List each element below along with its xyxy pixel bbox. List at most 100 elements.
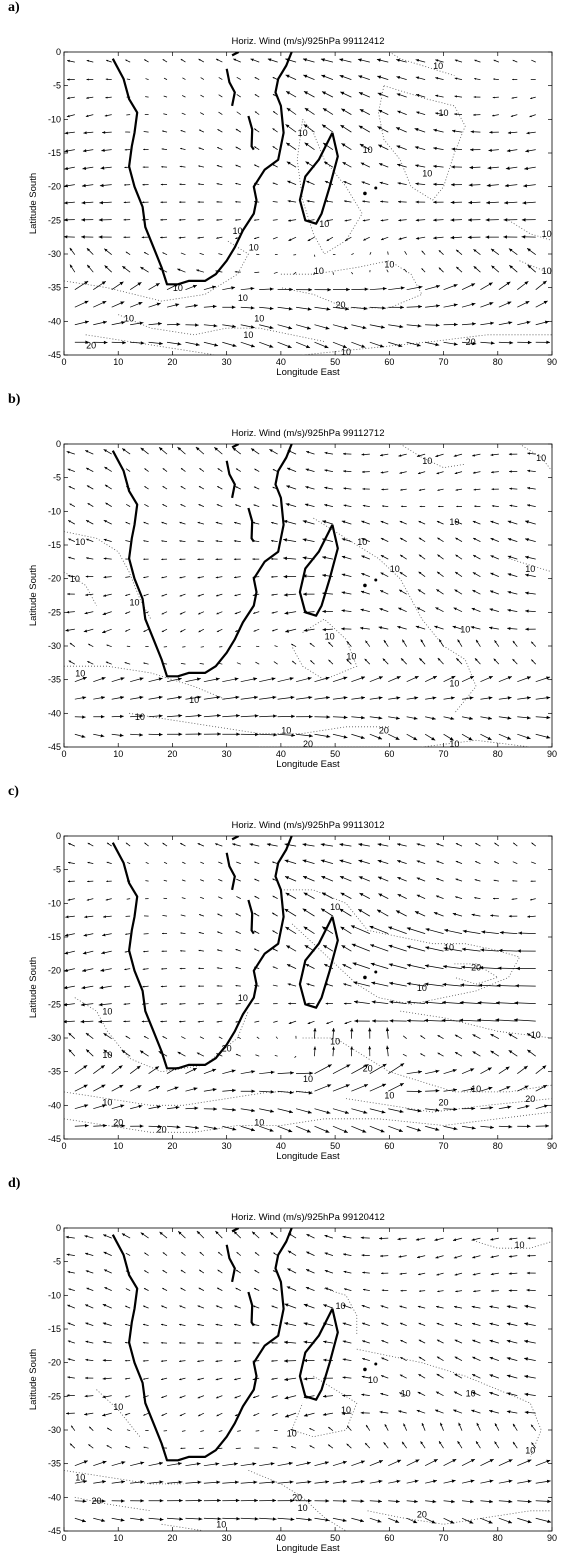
wind-arrow: [81, 218, 94, 222]
contour-label: 10: [189, 695, 199, 705]
wind-arrow: [397, 876, 407, 882]
wind-arrow: [385, 1027, 390, 1039]
wind-arrow: [369, 1063, 387, 1075]
y-tick-label: -45: [48, 1526, 61, 1536]
wind-arrow: [148, 1124, 162, 1129]
wind-arrow: [296, 1480, 312, 1484]
wind-arrow: [362, 200, 370, 203]
wind-arrow: [98, 1019, 112, 1024]
wind-arrow: [341, 1412, 352, 1416]
wind-arrow: [417, 1305, 426, 1309]
wind-arrow: [267, 58, 278, 63]
wind-arrow: [526, 247, 536, 255]
wind-arrow: [64, 1002, 75, 1007]
wind-arrow: [237, 1036, 241, 1039]
wind-arrow: [461, 302, 476, 308]
contour-line: [475, 1241, 552, 1249]
wind-arrow: [272, 219, 278, 221]
y-tick-label: -10: [48, 114, 61, 124]
wind-arrow: [323, 1322, 334, 1326]
wind-arrow: [346, 1425, 352, 1431]
wind-arrow: [143, 131, 149, 133]
lake-victoria: [231, 52, 240, 57]
wind-arrow: [388, 305, 404, 310]
wind-arrow: [406, 1019, 426, 1023]
contour-label: 10: [135, 712, 145, 722]
y-tick-label: -15: [48, 148, 61, 158]
wind-arrow: [416, 843, 426, 847]
wind-arrow: [322, 628, 333, 632]
wind-arrow: [468, 218, 481, 222]
wind-arrow: [498, 716, 512, 720]
wind-arrow: [436, 471, 444, 475]
wind-arrow: [418, 1339, 426, 1344]
wind-arrow: [455, 1290, 463, 1293]
wind-arrow: [354, 1019, 370, 1023]
wind-arrow: [125, 468, 131, 472]
wind-arrow: [166, 341, 182, 346]
wind-arrow: [160, 1323, 168, 1326]
wind-arrow: [103, 557, 112, 560]
wind-arrow: [179, 593, 186, 597]
wind-arrow: [396, 843, 407, 847]
wind-arrow: [235, 504, 241, 507]
wind-arrow: [535, 1065, 547, 1074]
wind-arrow: [197, 183, 204, 186]
wind-arrow: [102, 1340, 112, 1344]
wind-arrow: [111, 695, 125, 700]
wind-arrow: [253, 930, 260, 934]
lake-tanganyika: [225, 460, 236, 499]
wind-arrow: [179, 165, 186, 168]
contour-label: 10: [417, 983, 427, 993]
wind-arrow: [302, 843, 315, 847]
wind-arrow: [351, 1108, 368, 1114]
wind-arrow: [388, 1108, 404, 1113]
wind-arrow: [479, 966, 499, 970]
wind-arrow: [185, 1498, 202, 1503]
chart-title: Horiz. Wind (m/s)/925hPa 99112712: [232, 428, 385, 439]
wind-arrow: [517, 1085, 529, 1092]
wind-arrow: [180, 932, 186, 935]
wind-arrow: [236, 77, 241, 80]
wind-arrow: [125, 1288, 131, 1291]
y-tick-label: -45: [48, 742, 61, 752]
wind-arrow: [530, 96, 536, 99]
y-axis-label: Latitude South: [28, 1349, 39, 1410]
wind-arrow: [240, 1480, 258, 1484]
wind-arrow: [535, 320, 549, 326]
wind-arrow: [416, 1409, 426, 1414]
wind-arrow: [436, 877, 444, 882]
wind-arrow: [368, 1027, 372, 1039]
wind-arrow: [295, 1125, 311, 1133]
wind-arrow: [106, 861, 112, 864]
contour-line: [96, 1389, 141, 1437]
wind-arrow: [314, 1499, 330, 1503]
wind-arrow: [415, 200, 426, 204]
wind-arrow: [253, 182, 260, 186]
wind-arrow: [161, 576, 168, 579]
wind-arrow: [232, 843, 241, 847]
wind-arrow: [535, 696, 551, 700]
wind-arrow: [461, 965, 481, 970]
x-tick-label: 30: [222, 357, 232, 367]
wind-arrow: [455, 878, 463, 882]
wind-arrow: [437, 1052, 444, 1057]
wind-arrow: [305, 1286, 315, 1291]
wind-arrow: [259, 1462, 275, 1467]
wind-arrow: [351, 287, 369, 291]
wind-arrow: [305, 963, 315, 969]
wind-arrow: [421, 268, 426, 273]
wind-arrow: [130, 341, 145, 345]
x-tick-label: 60: [384, 749, 394, 759]
plot-area: [64, 52, 552, 355]
wind-arrow: [480, 1458, 494, 1467]
wind-arrow: [161, 611, 168, 615]
wind-arrow: [93, 1064, 105, 1074]
wind-arrow: [86, 557, 94, 560]
wind-arrow: [494, 842, 500, 847]
wind-arrow: [200, 77, 205, 80]
madagascar-coastline: [298, 132, 339, 225]
wind-arrow: [185, 1517, 203, 1521]
wind-arrow: [398, 236, 407, 240]
wind-arrow: [235, 164, 241, 168]
